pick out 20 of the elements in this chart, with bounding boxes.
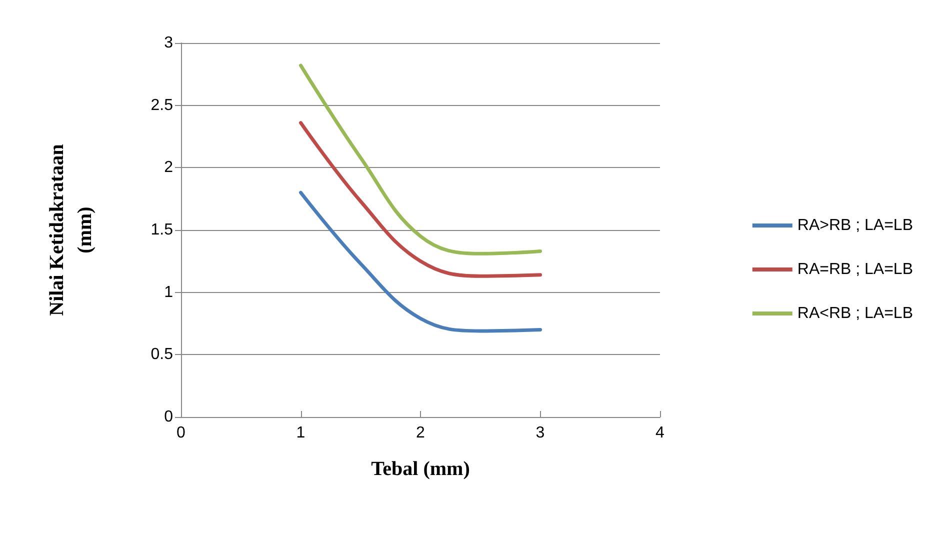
x-tick-label: 2 [416, 424, 426, 442]
y-tick-label: 0 [164, 408, 174, 426]
line-series [299, 121, 542, 278]
y-tick-label: 2.5 [150, 96, 174, 114]
legend-label: RA<RB ; LA=LB [797, 305, 914, 322]
line-series [299, 190, 542, 333]
y-tick-label: 1.5 [150, 222, 174, 238]
line-series [299, 64, 542, 256]
x-tick-label: 4 [656, 424, 665, 442]
y-tick-label: 3 [164, 34, 174, 52]
y-tick-label: 2 [164, 159, 174, 176]
legend-label: RA>RB ; LA=LB [797, 217, 914, 234]
x-tick-label: 3 [536, 424, 545, 442]
x-tick-label: 1 [296, 424, 306, 442]
y-tick-label: 0.5 [150, 346, 174, 364]
x-tick-label: 0 [176, 424, 186, 442]
y-axis-title: Nilai Ketidakrataan (mm) [46, 144, 96, 316]
legend-label: RA=RB ; LA=LB [797, 261, 914, 278]
y-tick-label: 1 [164, 284, 174, 301]
x-axis-title: Tebal (mm) [371, 458, 470, 480]
